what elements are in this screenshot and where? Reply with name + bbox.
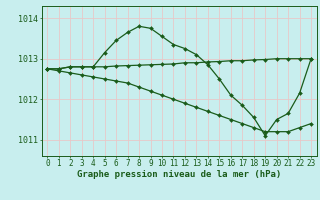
X-axis label: Graphe pression niveau de la mer (hPa): Graphe pression niveau de la mer (hPa) (77, 170, 281, 179)
